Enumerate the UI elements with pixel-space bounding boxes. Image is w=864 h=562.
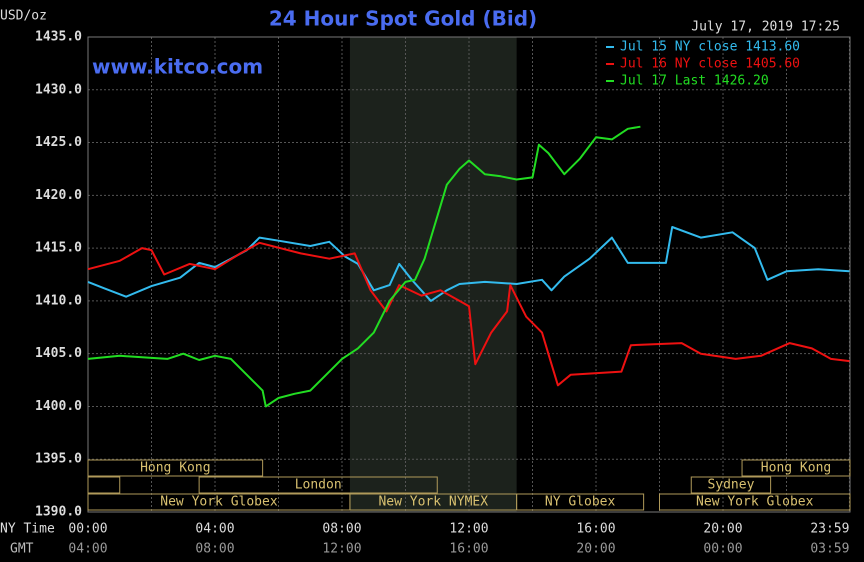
x-tick-label: 20:00	[703, 522, 742, 537]
x2-tick-label: 00:00	[703, 542, 742, 557]
x-tick-label: 04:00	[195, 522, 234, 537]
y-tick-label: 1430.0	[35, 82, 82, 97]
session-label: New York NYMEX	[378, 495, 488, 510]
session-box	[198, 476, 438, 494]
session-box	[87, 459, 264, 477]
legend-label: Jul 16 NY close 1405.60	[620, 57, 800, 72]
y-unit: USD/oz	[0, 9, 47, 24]
x-tick-label: 08:00	[322, 522, 361, 537]
chart-title: 24 Hour Spot Gold (Bid)	[269, 7, 537, 31]
x-tick-label: 12:00	[449, 522, 488, 537]
y-tick-label: 1400.0	[35, 399, 82, 414]
y-tick-label: 1425.0	[35, 135, 82, 150]
y-tick-label: 1435.0	[35, 30, 82, 45]
price-line	[87, 226, 850, 302]
y-tick-label: 1415.0	[35, 241, 82, 256]
y-tick-label: 1410.0	[35, 293, 82, 308]
session-label: Hong Kong	[761, 461, 831, 476]
y-tick-label: 1420.0	[35, 188, 82, 203]
legend-label: Jul 15 NY close 1413.60	[620, 40, 800, 55]
session-box	[741, 459, 851, 477]
session-box	[659, 493, 851, 511]
session-label: London	[295, 478, 342, 493]
price-line	[87, 241, 850, 387]
x-tick-label: 23:59	[810, 522, 849, 537]
session-label: Sydney	[707, 478, 754, 493]
x-tick-label: 00:00	[68, 522, 107, 537]
session-label: Hong Kong	[140, 461, 210, 476]
session-label: NY Globex	[545, 495, 616, 510]
y-tick-label: 1390.0	[35, 505, 82, 520]
x2-tick-label: 20:00	[576, 542, 615, 557]
timestamp: July 17, 2019 17:25	[691, 20, 840, 35]
x2-axis-label: GMT	[10, 542, 34, 557]
session-label: New York Globex	[696, 495, 814, 510]
x2-tick-label: 04:00	[68, 542, 107, 557]
x-tick-label: 16:00	[576, 522, 615, 537]
x-axis-label: NY Time	[0, 522, 55, 537]
legend-label: Jul 17 Last 1426.20	[620, 74, 769, 89]
x2-tick-label: 08:00	[195, 542, 234, 557]
x2-tick-label: 16:00	[449, 542, 488, 557]
x2-tick-label: 03:59	[810, 542, 849, 557]
plot-frame	[87, 36, 851, 513]
y-tick-label: 1395.0	[35, 452, 82, 467]
session-box	[690, 476, 772, 494]
session-shade	[349, 37, 517, 512]
price-line	[87, 125, 641, 408]
y-tick-label: 1405.0	[35, 346, 82, 361]
session-box	[516, 493, 645, 511]
x2-tick-label: 12:00	[322, 542, 361, 557]
session-box	[87, 476, 121, 494]
source: www.kitco.com	[92, 55, 263, 79]
session-label: New York Globex	[160, 495, 278, 510]
